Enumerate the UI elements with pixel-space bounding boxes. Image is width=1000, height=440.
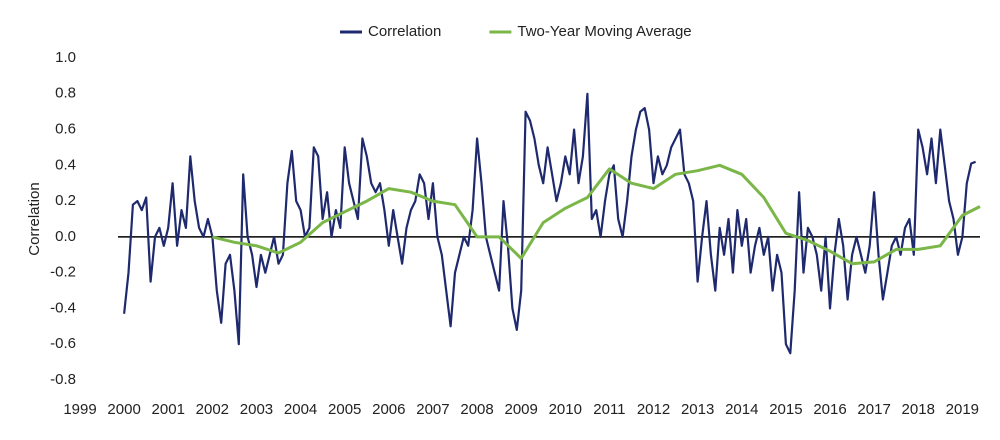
y-tick-label: 0.8 xyxy=(55,85,76,102)
x-tick-label: 2012 xyxy=(637,401,670,418)
y-axis-label: Correlation xyxy=(26,182,43,255)
y-tick-label: -0.8 xyxy=(50,371,76,388)
x-tick-label: 2018 xyxy=(902,401,935,418)
x-tick-label: 2007 xyxy=(416,401,449,418)
x-tick-label: 2001 xyxy=(152,401,185,418)
y-tick-label: -0.6 xyxy=(50,335,76,352)
legend-label: Correlation xyxy=(368,23,441,40)
y-tick-label: 0.4 xyxy=(55,156,76,173)
y-tick-label: 0.2 xyxy=(55,192,76,209)
x-tick-label: 2008 xyxy=(460,401,493,418)
x-tick-label: 2014 xyxy=(725,401,758,418)
x-tick-label: 2011 xyxy=(593,401,625,418)
x-tick-label: 1999 xyxy=(63,401,96,418)
x-tick-label: 2006 xyxy=(372,401,405,418)
x-tick-label: 2017 xyxy=(857,401,890,418)
series-line xyxy=(123,92,976,355)
series-line xyxy=(212,163,981,266)
y-tick-label: -0.4 xyxy=(50,299,76,316)
y-tick-label: 1.0 xyxy=(55,49,76,66)
x-tick-label: 2019 xyxy=(946,401,979,418)
y-tick-label: 0.0 xyxy=(55,228,76,245)
legend-label: Two-Year Moving Average xyxy=(517,23,691,40)
x-tick-label: 2013 xyxy=(681,401,714,418)
x-tick-label: 2002 xyxy=(196,401,229,418)
x-tick-label: 2016 xyxy=(813,401,846,418)
x-tick-label: 2003 xyxy=(240,401,273,418)
x-tick-label: 2005 xyxy=(328,401,361,418)
x-tick-label: 2000 xyxy=(107,401,140,418)
x-tick-label: 2015 xyxy=(769,401,802,418)
x-tick-label: 2004 xyxy=(284,401,317,418)
y-tick-label: 0.6 xyxy=(55,121,76,138)
x-tick-label: 2010 xyxy=(549,401,582,418)
x-tick-label: 2009 xyxy=(504,401,537,418)
y-tick-label: -0.2 xyxy=(50,264,76,281)
